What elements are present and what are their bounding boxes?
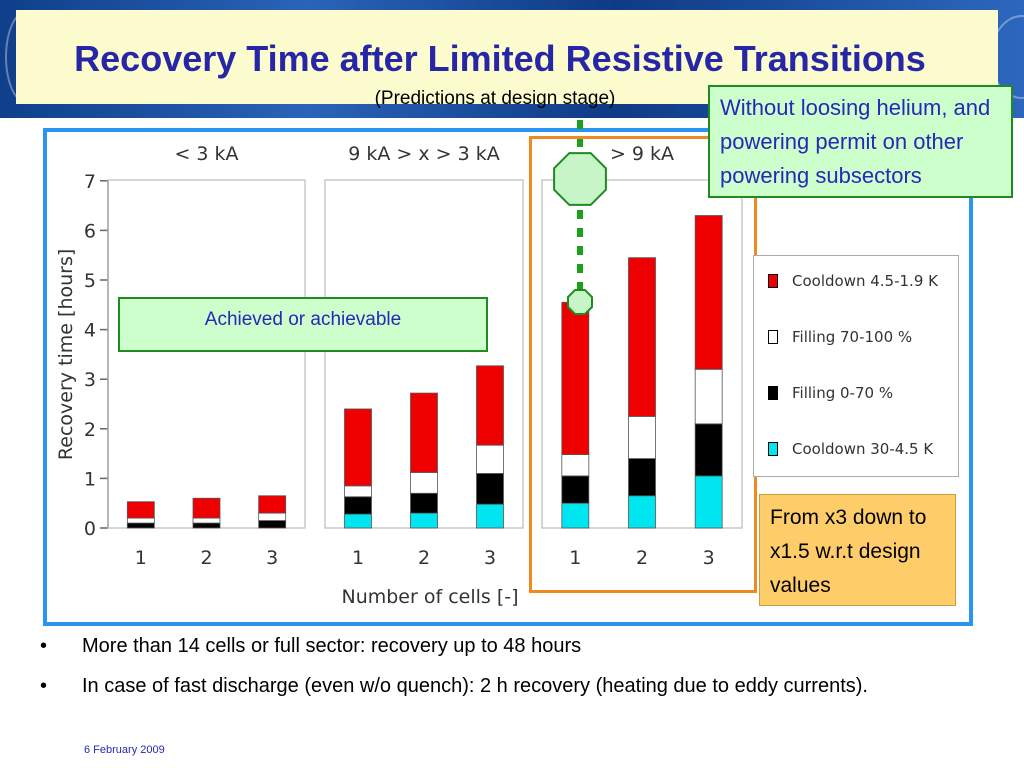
bullet-marker: • — [40, 675, 48, 697]
y-tick-label: 4 — [84, 320, 96, 342]
bar-segment — [694, 215, 723, 370]
x-tick-label: 2 — [200, 547, 212, 569]
bar-segment — [628, 495, 656, 529]
bar-segment — [258, 520, 287, 529]
slide-subtitle: (Predictions at design stage) — [374, 88, 616, 109]
bar-segment — [410, 472, 438, 494]
bar-segment — [192, 497, 221, 519]
x-axis-label: Number of cells [-] — [341, 586, 518, 608]
legend-label: Cooldown 30-4.5 K — [792, 440, 934, 458]
bar-segment — [628, 458, 656, 497]
bar-segment — [192, 517, 221, 524]
y-tick-label: 1 — [84, 468, 96, 490]
bar-segment — [694, 423, 723, 477]
legend-label: Filling 70-100 % — [792, 328, 913, 346]
bar-segment — [258, 512, 287, 521]
bullet-list: • More than 14 cells or full sector: rec… — [40, 630, 1020, 710]
panel-label: > 9 kA — [610, 143, 674, 165]
bar-segment — [561, 475, 590, 504]
y-tick-label: 3 — [84, 369, 96, 391]
legend-label: Filling 0-70 % — [792, 384, 894, 402]
design-values-callout: From x3 down to x1.5 w.r.t design values — [759, 494, 956, 606]
legend-swatch — [768, 330, 778, 344]
bullet-text: More than 14 cells or full sector: recov… — [82, 635, 582, 657]
bar-segment — [258, 495, 287, 514]
target-octagon-marker — [553, 152, 607, 206]
y-tick-label: 6 — [84, 220, 96, 242]
x-tick-label: 1 — [135, 547, 147, 569]
bar-segment — [476, 365, 504, 446]
panel-label: 9 kA > x > 3 kA — [348, 143, 500, 165]
x-tick-label: 2 — [418, 547, 430, 569]
y-tick-label: 2 — [84, 419, 96, 441]
legend-label: Cooldown 4.5-1.9 K — [792, 272, 938, 290]
bullet-item: • More than 14 cells or full sector: rec… — [40, 630, 1020, 670]
slide-title: Recovery Time after Limited Resistive Tr… — [74, 38, 926, 79]
chart-legend: Cooldown 4.5-1.9 K Filling 70-100 % Fill… — [753, 255, 959, 477]
legend-swatch — [768, 274, 778, 288]
bar-segment — [126, 501, 155, 519]
panel-border — [107, 179, 306, 529]
legend-item: Filling 0-70 % — [768, 384, 893, 402]
bar-segment — [344, 485, 372, 498]
bar-segment — [476, 444, 504, 474]
legend-item: Cooldown 30-4.5 K — [768, 440, 933, 458]
y-tick-label: 7 — [84, 171, 96, 193]
bullet-item: • In case of fast discharge (even w/o qu… — [40, 670, 1020, 710]
bar-segment — [410, 392, 438, 473]
bar-segment — [694, 368, 723, 425]
current-octagon-marker — [567, 289, 593, 315]
bar-segment — [344, 513, 372, 529]
panel-label: < 3 kA — [174, 143, 238, 165]
x-tick-label: 3 — [703, 547, 715, 569]
bar-segment — [410, 492, 438, 514]
y-tick-label: 0 — [84, 518, 96, 540]
x-tick-label: 1 — [569, 547, 581, 569]
high-current-highlight — [529, 136, 757, 593]
bar-segment — [476, 503, 504, 529]
legend-item: Cooldown 4.5-1.9 K — [768, 272, 938, 290]
bullet-text: In case of fast discharge (even w/o quen… — [82, 675, 868, 697]
x-tick-label: 3 — [266, 547, 278, 569]
x-tick-label: 3 — [484, 547, 496, 569]
achieved-callout: Achieved or achievable — [118, 297, 488, 352]
legend-swatch — [768, 386, 778, 400]
bar-segment — [192, 522, 221, 529]
bullet-marker: • — [40, 635, 48, 657]
bar-segment — [561, 502, 590, 529]
helium-callout: Without loosing helium, and powering per… — [708, 85, 1013, 198]
y-axis-label: Recovery time [hours] — [55, 249, 77, 460]
legend-item: Filling 70-100 % — [768, 328, 912, 346]
legend-swatch — [768, 442, 778, 456]
bar-segment — [344, 496, 372, 515]
bar-segment — [126, 522, 155, 529]
title-box: Recovery Time after Limited Resistive Tr… — [16, 10, 998, 104]
x-tick-label: 2 — [636, 547, 648, 569]
bar-segment — [476, 473, 504, 505]
bar-segment — [126, 517, 155, 524]
y-tick-label: 5 — [84, 270, 96, 292]
bar-segment — [410, 512, 438, 529]
bar-segment — [561, 301, 590, 455]
footer-date: 6 February 2009 — [84, 744, 165, 756]
bar-segment — [344, 408, 372, 487]
bar-segment — [628, 257, 656, 417]
x-tick-label: 1 — [352, 547, 364, 569]
bar-segment — [628, 415, 656, 459]
